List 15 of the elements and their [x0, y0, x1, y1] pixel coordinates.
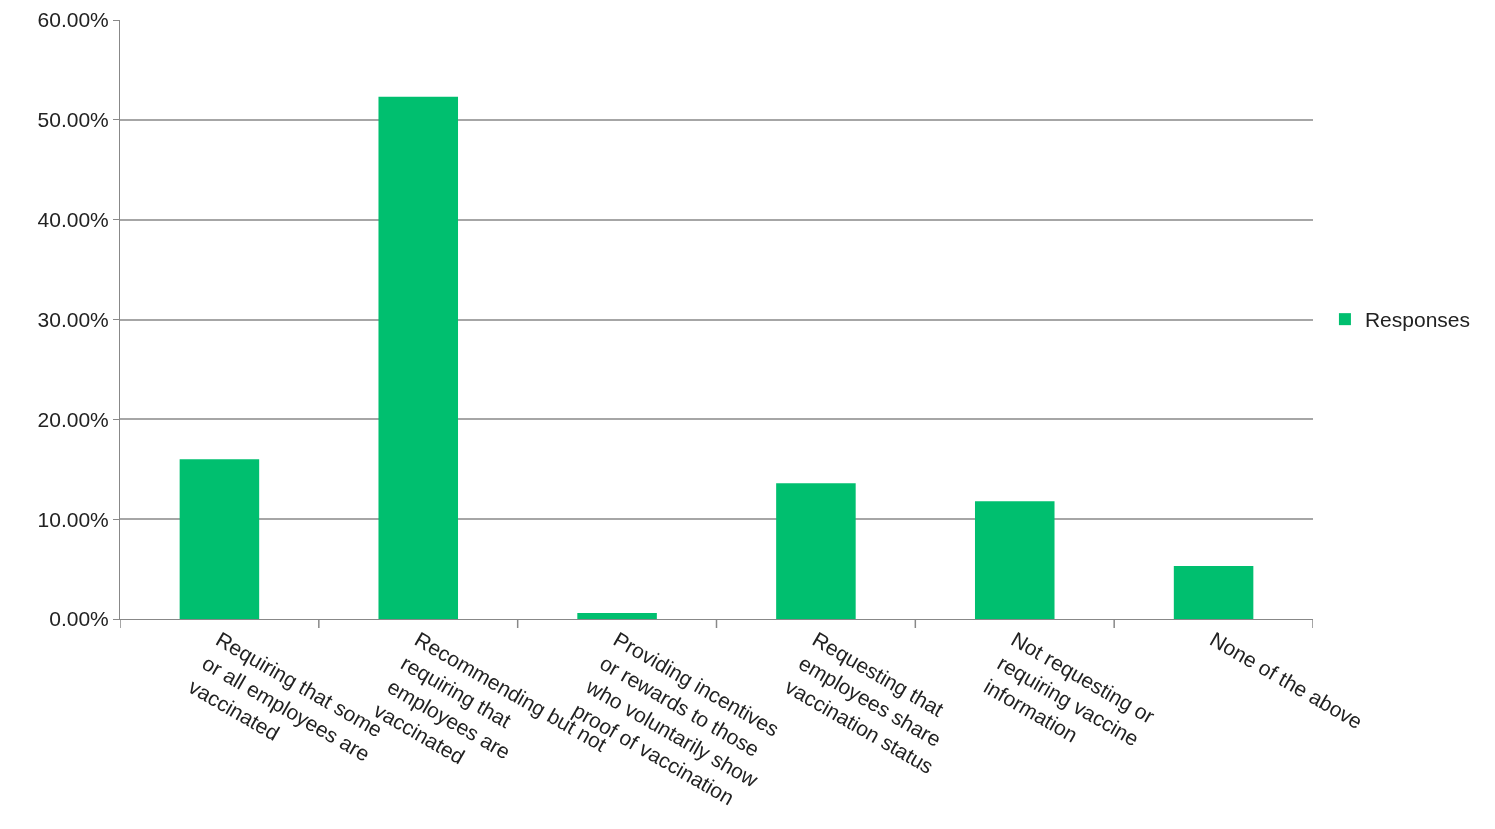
y-tick-label: 50.00% [37, 108, 109, 132]
bar [1173, 566, 1254, 619]
bar [378, 96, 459, 619]
y-tick-label: 20.00% [37, 407, 109, 431]
bar [179, 459, 260, 619]
x-tick-label: None of the above [1206, 627, 1367, 734]
y-tick-label: 30.00% [37, 307, 109, 331]
legend-label: Responses [1364, 308, 1470, 332]
bar [577, 613, 657, 619]
y-tick-label: 10.00% [37, 507, 109, 531]
bar [776, 483, 856, 619]
bar [974, 501, 1055, 619]
y-tick-label: 40.00% [37, 208, 109, 232]
y-tick-label: 60.00% [37, 8, 109, 32]
y-tick-label: 0.00% [49, 607, 109, 631]
